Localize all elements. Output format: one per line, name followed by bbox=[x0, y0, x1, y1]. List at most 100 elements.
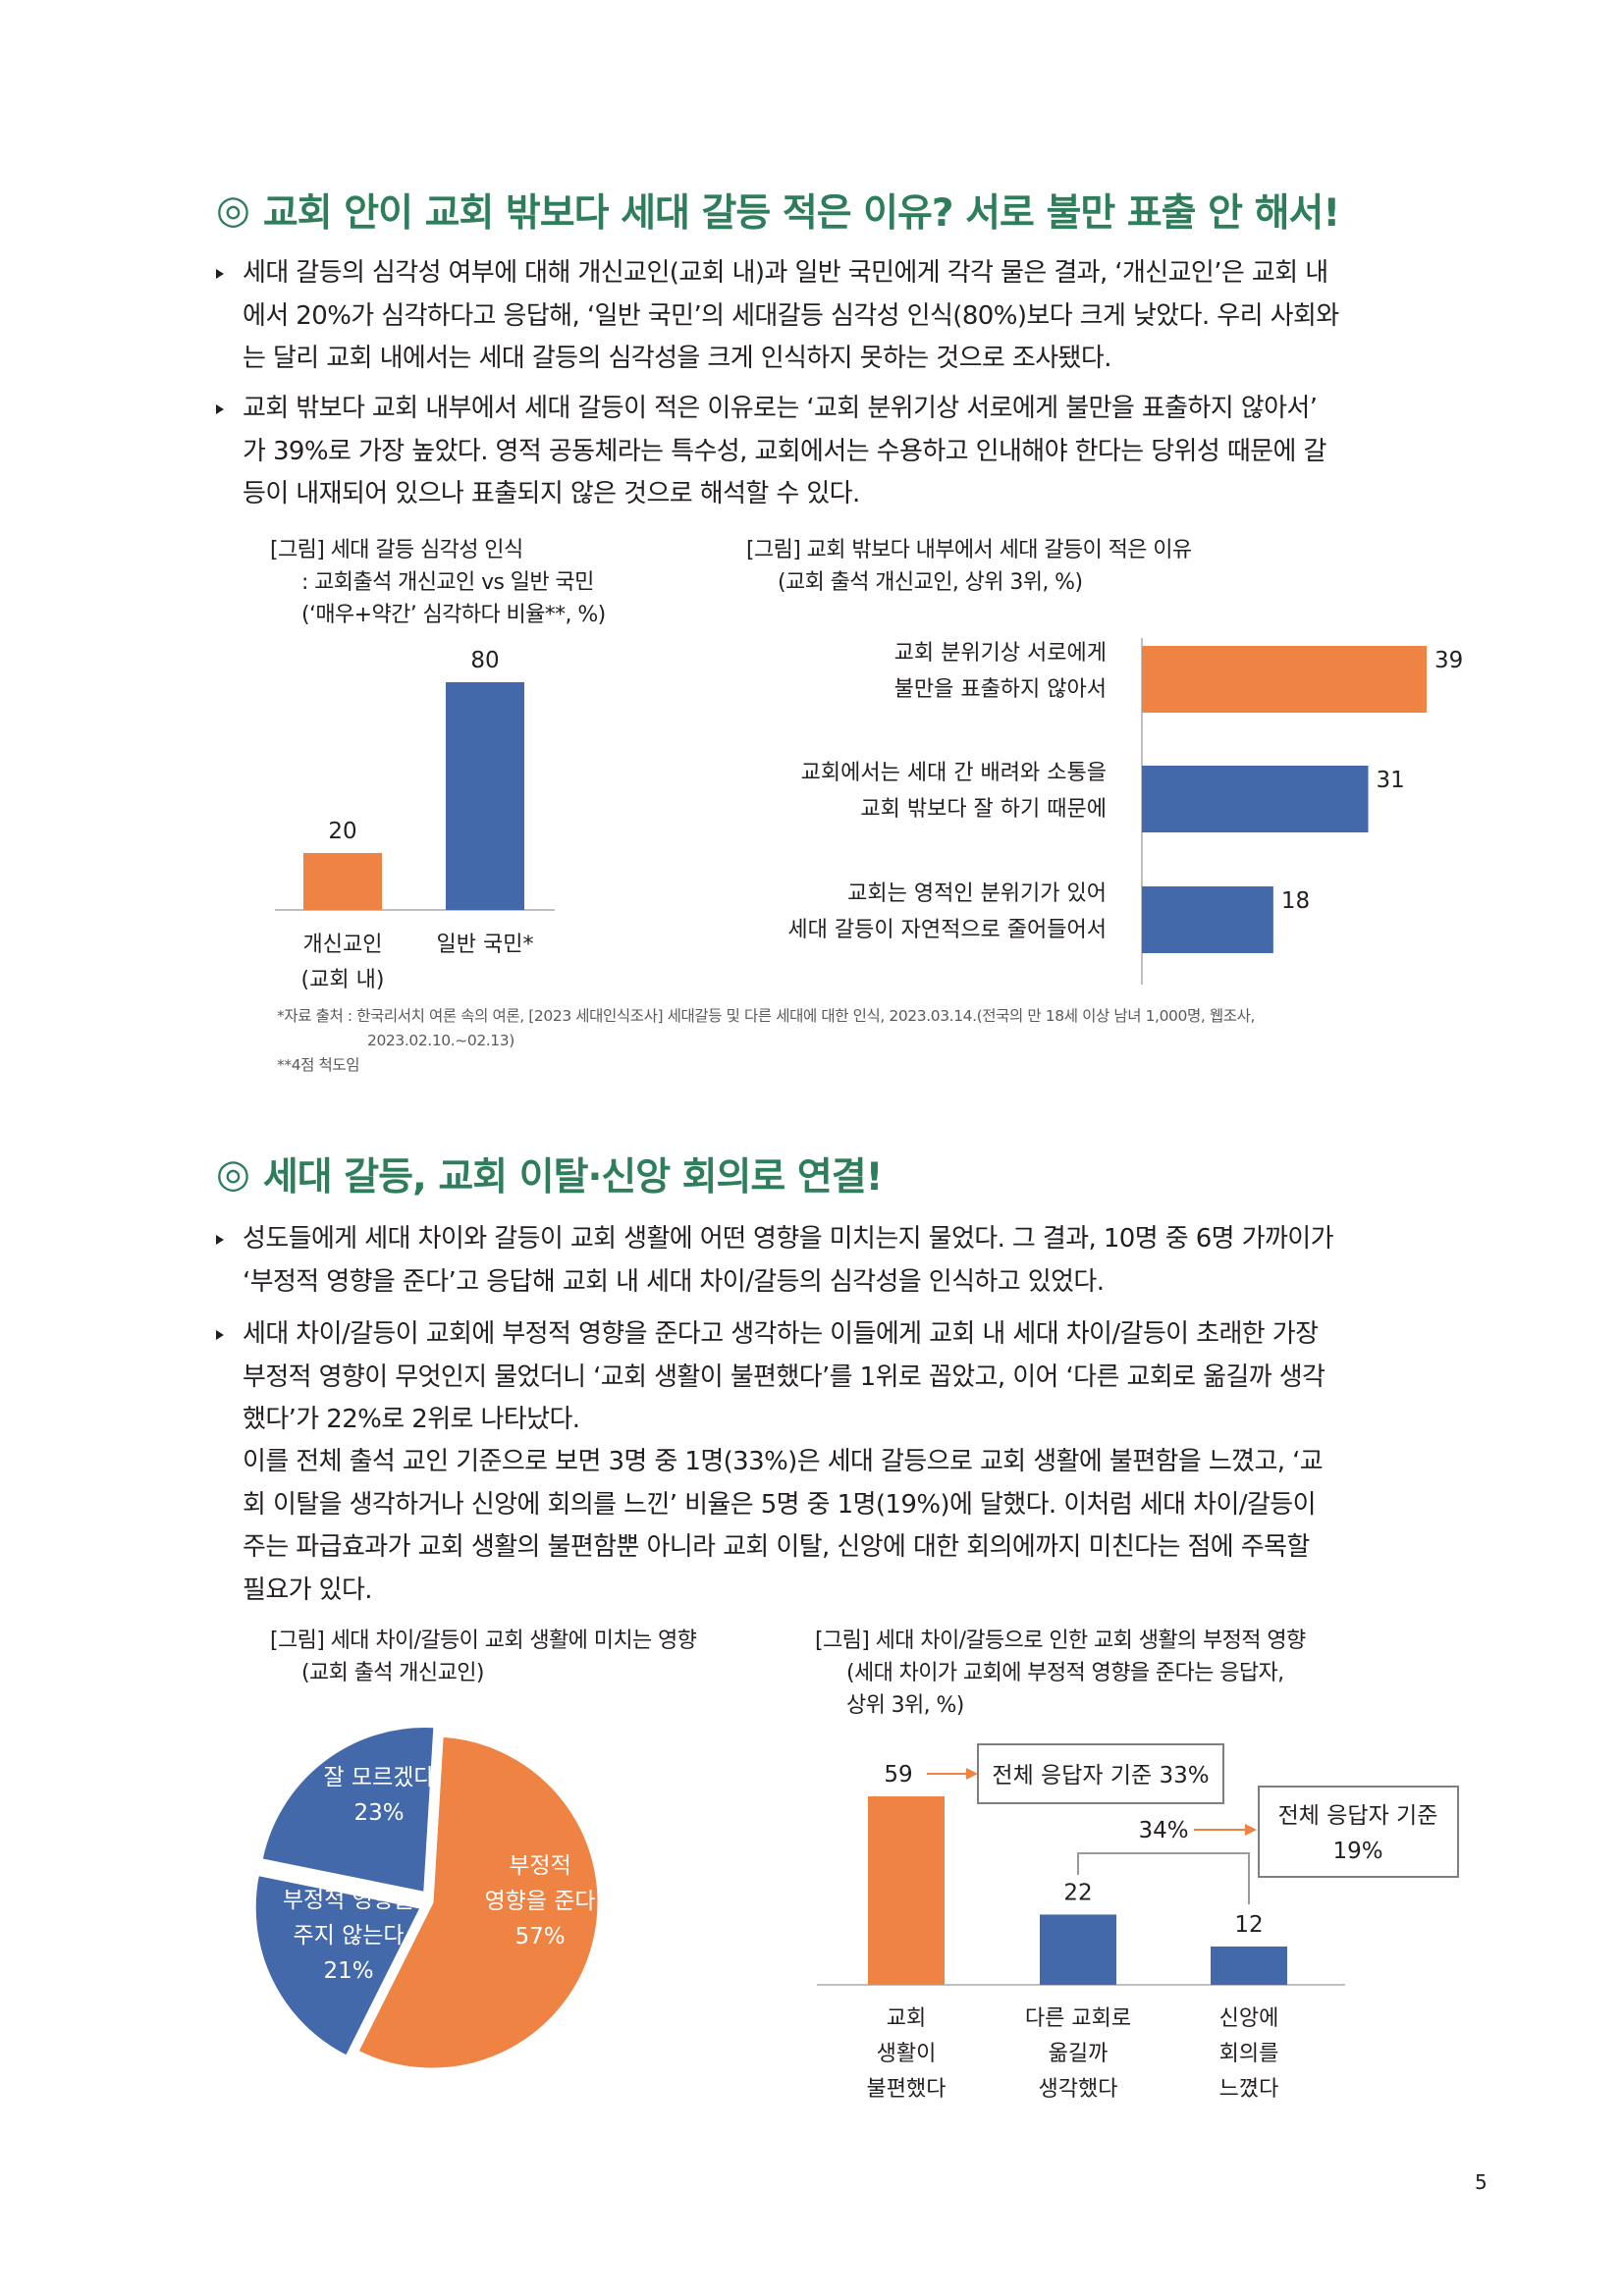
bullet-paragraph-2: 교회 밖보다 교회 내부에서 세대 갈등이 적은 이유로는 ‘교회 분위기상 서… bbox=[216, 388, 1485, 516]
section-heading-1: ◎ 교회 안이 교회 밖보다 세대 갈등 적은 이유? 서로 불만 표출 안 해… bbox=[216, 183, 1340, 238]
source-note: *자료 출처 : 한국리서치 여론 속의 여론, [2023 세대인식조사] 세… bbox=[277, 1004, 1255, 1078]
text-line: 필요가 있다. bbox=[243, 1575, 373, 1605]
chart4-annotation-label: 19% bbox=[1332, 1839, 1382, 1864]
chart4-annotation-label: 전체 응답자 기준 33% bbox=[992, 1763, 1209, 1789]
chart1-category-label: 개신교인 bbox=[303, 933, 383, 957]
chart4-annotation-label: 전체 응답자 기준 bbox=[1278, 1803, 1438, 1829]
section-title-1: 교회 안이 교회 밖보다 세대 갈등 적은 이유? 서로 불만 표출 안 해서! bbox=[262, 191, 1340, 236]
chart3-slice-label: 주지 않는다 bbox=[293, 1923, 404, 1949]
text-line: 에서 20%가 심각하다고 응답해, ‘일반 국민’의 세대갈등 심각성 인식(… bbox=[243, 300, 1339, 331]
figure-caption-2: [그림] 교회 밖보다 내부에서 세대 갈등이 적은 이유 (교회 출석 개신교… bbox=[746, 534, 1192, 599]
text-line: 이를 전체 출석 교인 기준으로 보면 3명 중 1명(33%)은 세대 갈등으… bbox=[243, 1447, 1324, 1476]
chart4-category-label: 신앙에 bbox=[1219, 2006, 1279, 2031]
chart4-bracket-label: 34% bbox=[1138, 1818, 1188, 1843]
bullet-paragraph-4: 세대 차이/갈등이 교회에 부정적 영향을 준다고 생각하는 이들에게 교회 내… bbox=[216, 1313, 1485, 1442]
double-circle-icon: ◎ bbox=[216, 187, 250, 233]
caption-line: [그림] 교회 밖보다 내부에서 세대 갈등이 적은 이유 bbox=[746, 538, 1192, 562]
bullet-triangle-icon bbox=[216, 1330, 224, 1340]
text-line: 회 이탈을 생각하거나 신앙에 회의를 느낀’ 비율은 5명 중 1명(19%)… bbox=[243, 1489, 1317, 1520]
caption-line: : 교회출석 개신교인 vs 일반 국민 bbox=[270, 570, 594, 595]
text-line: 는 달리 교회 내에서는 세대 갈등의 심각성을 크게 인식하지 못하는 것으로… bbox=[243, 344, 1111, 373]
text-line: 세대 차이/갈등이 교회에 부정적 영향을 준다고 생각하는 이들에게 교회 내… bbox=[243, 1319, 1319, 1349]
chart3-slice-label: 57% bbox=[514, 1924, 565, 1949]
caption-line: (‘매우+약간’ 심각하다 비율**, %) bbox=[270, 603, 606, 627]
chart4-category-label: 옮길까 bbox=[1049, 2042, 1109, 2066]
chart3-slice bbox=[354, 1734, 601, 2071]
chart4-bar bbox=[868, 1796, 945, 1985]
chart4-arrow-head bbox=[1245, 1824, 1257, 1836]
source-line: **4점 척도임 bbox=[277, 1056, 360, 1074]
chart4-value-label: 12 bbox=[1234, 1912, 1263, 1938]
chart2-category-label: 교회는 영적인 분위기가 있어 bbox=[847, 881, 1107, 906]
section-heading-2: ◎ 세대 갈등, 교회 이탈·신앙 회의로 연결! bbox=[216, 1147, 884, 1201]
chart2-category-label: 교회 밖보다 잘 하기 때문에 bbox=[860, 797, 1107, 822]
chart3-slice-label: 23% bbox=[353, 1800, 404, 1826]
chart2-category-label: 교회에서는 세대 간 배려와 소통을 bbox=[801, 761, 1107, 785]
bullet-triangle-icon bbox=[216, 1235, 224, 1245]
caption-line: 상위 3위, %) bbox=[815, 1693, 964, 1718]
caption-line: (세대 차이가 교회에 부정적 영향을 준다는 응답자, bbox=[815, 1661, 1284, 1685]
chart4-category-label: 회의를 bbox=[1219, 2042, 1279, 2066]
chart4-category-label: 생활이 bbox=[877, 2042, 937, 2066]
source-line: 2023.02.10.~02.13) bbox=[367, 1032, 514, 1049]
chart4-category-label: 불편했다 bbox=[867, 2077, 947, 2102]
bullet-triangle-icon bbox=[216, 269, 224, 279]
chart4-value-label: 59 bbox=[884, 1762, 912, 1788]
continuation-paragraph: 이를 전체 출석 교인 기준으로 보면 3명 중 1명(33%)은 세대 갈등으… bbox=[243, 1441, 1458, 1612]
chart1-value-label: 20 bbox=[328, 819, 356, 844]
text-line: 했다’가 22%로 2위로 나타났다. bbox=[243, 1405, 580, 1434]
chart1-category-label: 일반 국민* bbox=[437, 933, 534, 957]
chart4-value-label: 22 bbox=[1063, 1880, 1092, 1905]
caption-line: (교회 출석 개신교인) bbox=[270, 1661, 484, 1685]
text-line: 성도들에게 세대 차이와 갈등이 교회 생활에 어떤 영향을 미치는지 물었다.… bbox=[243, 1224, 1334, 1254]
source-line: *자료 출처 : 한국리서치 여론 속의 여론, [2023 세대인식조사] 세… bbox=[277, 1007, 1255, 1025]
figure-caption-3: [그림] 세대 차이/갈등이 교회 생활에 미치는 영향 (교회 출석 개신교인… bbox=[270, 1625, 697, 1689]
chart4-annotation-box bbox=[1258, 1786, 1459, 1878]
section-title-2: 세대 갈등, 교회 이탈·신앙 회의로 연결! bbox=[262, 1155, 884, 1200]
chart2-bar bbox=[1142, 886, 1273, 953]
bullet-paragraph-3: 성도들에게 세대 차이와 갈등이 교회 생활에 어떤 영향을 미치는지 물었다.… bbox=[216, 1218, 1485, 1304]
text-line: 가 39%로 가장 높았다. 영적 공동체라는 특수성, 교회에서는 수용하고 … bbox=[243, 436, 1326, 466]
chart3-slice bbox=[252, 1872, 424, 2059]
chart1-bar bbox=[303, 853, 382, 910]
chart1-value-label: 80 bbox=[470, 648, 499, 673]
chart3-slice-label: 영향을 준다 bbox=[484, 1889, 595, 1914]
chart4-category-label: 교회 bbox=[887, 2006, 926, 2031]
chart2-category-label: 세대 갈등이 자연적으로 줄어들어서 bbox=[787, 918, 1107, 942]
chart1-bar bbox=[446, 682, 524, 910]
chart2-category-label: 불만을 표출하지 않아서 bbox=[894, 677, 1107, 702]
chart1-category-label: (교회 내) bbox=[301, 968, 385, 992]
caption-line: [그림] 세대 차이/갈등으로 인한 교회 생활의 부정적 영향 bbox=[815, 1629, 1306, 1653]
chart2-value-label: 31 bbox=[1377, 768, 1405, 793]
chart2-bar bbox=[1142, 766, 1369, 832]
chart2-value-label: 39 bbox=[1434, 648, 1463, 673]
chart2-bar bbox=[1142, 646, 1427, 713]
chart3-slice-label: 부정적 bbox=[509, 1853, 570, 1879]
chart4-bracket bbox=[1077, 1852, 1250, 1904]
bullet-triangle-icon bbox=[216, 404, 224, 414]
chart4-arrow-head bbox=[966, 1768, 978, 1780]
double-circle-icon: ◎ bbox=[216, 1151, 250, 1197]
text-line: 주는 파급효과가 교회 생활의 불편함뿐 아니라 교회 이탈, 신앙에 대한 회… bbox=[243, 1532, 1310, 1562]
text-line: 교회 밖보다 교회 내부에서 세대 갈등이 적은 이유로는 ‘교회 분위기상 서… bbox=[243, 394, 1318, 423]
caption-line: (교회 출석 개신교인, 상위 3위, %) bbox=[746, 570, 1083, 595]
chart3-slice-label: 21% bbox=[323, 1958, 373, 1984]
text-line: 등이 내재되어 있으나 표출되지 않은 것으로 해석할 수 있다. bbox=[243, 479, 860, 508]
bullet-paragraph-1: 세대 갈등의 심각성 여부에 대해 개신교인(교회 내)과 일반 국민에게 각각… bbox=[216, 252, 1485, 381]
chart2-category-label: 교회 분위기상 서로에게 bbox=[894, 641, 1107, 666]
figure-caption-1: [그림] 세대 갈등 심각성 인식 : 교회출석 개신교인 vs 일반 국민 (… bbox=[270, 534, 606, 631]
chart3-slice-label: 부정적 영향을 bbox=[283, 1888, 414, 1913]
caption-line: [그림] 세대 갈등 심각성 인식 bbox=[270, 538, 523, 562]
chart2-value-label: 18 bbox=[1281, 888, 1310, 914]
text-line: 부정적 영향이 무엇인지 물었더니 ‘교회 생활이 불편했다’를 1위로 꼽았고… bbox=[243, 1362, 1325, 1392]
chart4-bar bbox=[1040, 1914, 1116, 1985]
chart4-category-label: 다른 교회로 bbox=[1025, 2006, 1131, 2031]
text-line: 세대 갈등의 심각성 여부에 대해 개신교인(교회 내)과 일반 국민에게 각각… bbox=[243, 258, 1328, 288]
chart3-slice-label: 잘 모르겠다 bbox=[323, 1765, 434, 1790]
chart4-bar bbox=[1211, 1946, 1287, 1985]
chart4-category-label: 생각했다 bbox=[1039, 2077, 1118, 2102]
page-number: 5 bbox=[1475, 2170, 1488, 2194]
chart3-slice bbox=[259, 1724, 437, 1896]
